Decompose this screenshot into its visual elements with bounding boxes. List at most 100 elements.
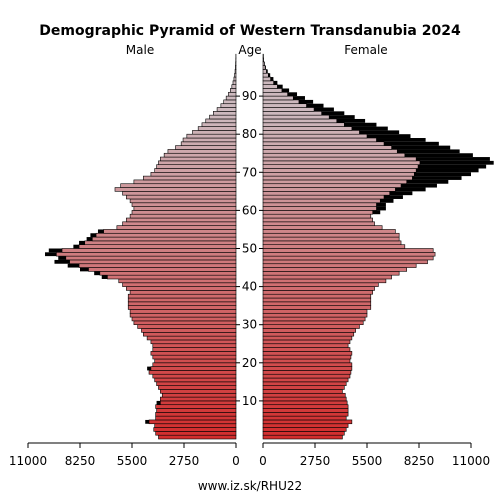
age-tick-label: 70	[242, 165, 257, 179]
male-bar	[152, 354, 237, 360]
female-bar	[262, 324, 360, 329]
male-bar	[148, 419, 237, 425]
male-bar	[197, 126, 237, 131]
female-bar	[262, 88, 283, 93]
male-bar	[158, 385, 237, 390]
female-bar	[262, 377, 349, 383]
male-bar	[141, 328, 237, 333]
male-bar	[175, 145, 237, 150]
male-bar	[143, 332, 237, 337]
male-bar	[223, 99, 237, 105]
male-bar	[78, 244, 237, 249]
male-bar	[69, 259, 237, 265]
female-bar	[262, 301, 372, 306]
x-axes: 11000 8250 5500 2750 0 0 2750 5500 8250 11000	[9, 442, 490, 468]
male-bar	[220, 103, 237, 108]
female-bar	[262, 431, 345, 436]
female-bar	[262, 179, 408, 185]
female-bar	[262, 309, 368, 314]
female-bar	[262, 137, 377, 143]
female-bar	[262, 107, 315, 112]
female-bar	[262, 392, 346, 398]
female-bar	[262, 347, 351, 352]
male-x-tick-label: 0	[232, 454, 240, 468]
female-bar	[262, 213, 372, 219]
male-bar	[167, 149, 237, 154]
female-bar	[262, 130, 360, 135]
female-bar	[262, 236, 400, 242]
male-x-tick-label: 2750	[169, 454, 200, 468]
male-bar	[118, 278, 237, 284]
male-bar	[129, 290, 237, 295]
male-bar	[150, 351, 237, 356]
male-bar	[160, 400, 237, 406]
female-bar	[262, 412, 349, 417]
female-bar	[262, 385, 345, 390]
male-bar	[114, 187, 237, 192]
female-bar	[262, 419, 353, 425]
female-bar	[262, 187, 396, 192]
female-bar	[262, 328, 356, 333]
female-bar	[262, 152, 406, 158]
female-x-tick-label: 2750	[300, 454, 331, 468]
female-bar	[262, 278, 387, 284]
female-bar	[262, 57, 264, 63]
female-bar	[262, 351, 353, 356]
female-bars	[262, 53, 494, 440]
female-bar	[262, 244, 406, 249]
female-bar	[262, 358, 351, 364]
female-bar	[262, 293, 372, 299]
male-bar	[148, 370, 237, 375]
male-bar	[152, 373, 237, 379]
male-bar	[232, 80, 237, 85]
male-bar	[160, 156, 237, 162]
female-bar	[262, 332, 355, 337]
male-bar	[84, 240, 237, 245]
female-bar	[262, 114, 330, 120]
female-bar	[262, 194, 385, 200]
male-bar	[233, 76, 237, 82]
female-bar	[262, 76, 271, 82]
male-bar	[129, 312, 237, 318]
male-bar	[103, 229, 237, 234]
female-bar	[262, 145, 392, 150]
male-bar	[152, 362, 237, 367]
female-bar	[262, 263, 417, 268]
female-bar	[262, 343, 349, 348]
male-bars	[45, 53, 237, 440]
male-bar	[158, 434, 237, 440]
male-bar	[192, 130, 237, 135]
male-bar	[155, 415, 237, 421]
age-tick-label: 80	[242, 127, 257, 141]
male-label: Male	[126, 43, 154, 57]
male-bar	[155, 431, 237, 436]
female-bar	[262, 408, 349, 413]
male-bar	[216, 107, 237, 112]
male-bar	[201, 122, 237, 127]
female-bar	[262, 206, 377, 211]
male-bar	[116, 225, 237, 230]
male-bar	[150, 172, 237, 177]
male-bar	[155, 412, 237, 417]
male-bar	[131, 210, 237, 215]
age-tick-label: 30	[242, 318, 257, 332]
female-bar	[262, 267, 408, 272]
female-bar	[262, 297, 372, 303]
male-bar	[161, 392, 237, 398]
male-bar	[225, 95, 237, 101]
female-bar	[262, 122, 345, 127]
female-bar	[262, 389, 343, 394]
female-bar	[262, 141, 385, 146]
female-bar	[262, 95, 294, 101]
male-bar	[228, 91, 237, 97]
female-bar	[262, 103, 307, 108]
female-bar	[262, 362, 353, 367]
male-bar	[152, 343, 237, 348]
male-bar	[127, 293, 237, 299]
male-bar	[129, 198, 237, 204]
male-bar	[230, 88, 237, 93]
female-bar	[262, 84, 278, 89]
male-bar	[131, 316, 237, 322]
female-bar	[262, 316, 366, 322]
